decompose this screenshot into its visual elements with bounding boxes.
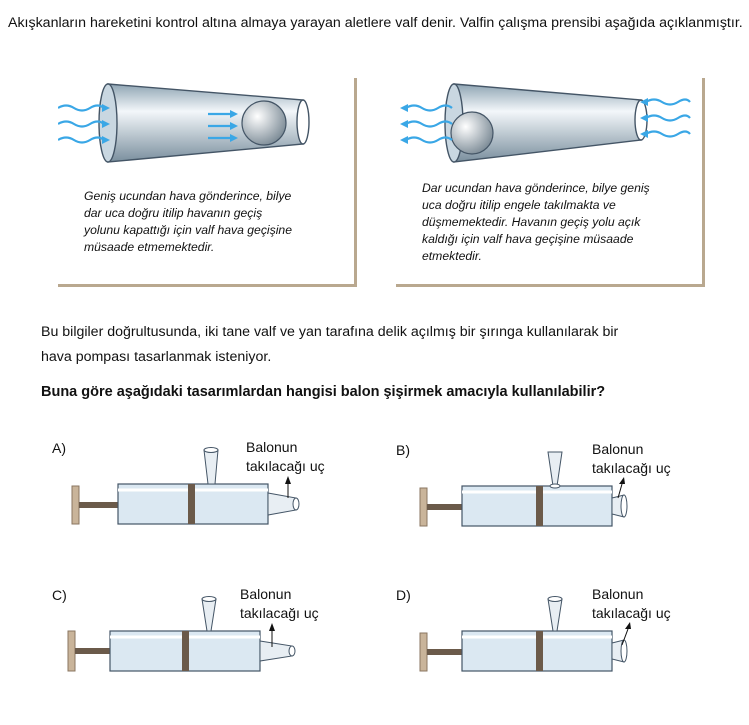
valve-closed-panel: Geniş ucundan hava gönderince, bilye dar… (58, 78, 357, 287)
problem-text-line-1: Bu bilgiler doğrultusunda, iki tane valf… (41, 324, 619, 340)
tip-label: Balonun takılacağı uç (592, 441, 671, 476)
option-d[interactable]: D) Balonun takılacağı uç (396, 585, 736, 725)
valve-closed-caption: Geniş ucundan hava gönderince, bilye dar… (84, 189, 292, 254)
syringe-diagram-c (67, 596, 296, 672)
valve-open-illustration (400, 83, 691, 163)
option-letter: B) (396, 442, 410, 458)
pointer-arrow-icon (285, 476, 291, 484)
pointer-arrow-icon (269, 623, 275, 631)
syringe-diagram-a (71, 447, 300, 525)
valve-open-caption: Dar ucundan hava gönderince, bilye geniş… (422, 181, 650, 263)
tip-label: Balonun takılacağı uç (246, 439, 325, 474)
option-letter: D) (396, 587, 411, 603)
ball-icon (450, 111, 494, 155)
air-arrows-icon (58, 104, 232, 144)
syringe-diagram-b (419, 451, 628, 527)
option-c[interactable]: C) Balonun takılacağı uç (52, 585, 392, 725)
pointer-arrow-icon (619, 477, 625, 484)
tip-label: Balonun takılacağı uç (592, 586, 671, 621)
option-letter: C) (52, 587, 67, 603)
air-arrows-icon (405, 98, 691, 144)
syringe-diagram-d (419, 596, 631, 672)
ball-icon (241, 100, 287, 146)
pointer-arrow-icon (625, 622, 631, 629)
option-b[interactable]: B) Balonun takılacağı uç (396, 440, 736, 580)
question-text: Buna göre aşağıdaki tasarımlardan hangis… (41, 384, 606, 400)
problem-text-line-2: hava pompası tasarlanmak isteniyor. (41, 349, 272, 365)
valve-closed-illustration (58, 83, 310, 163)
valve-open-panel: Dar ucundan hava gönderince, bilye geniş… (396, 78, 705, 287)
intro-text: Akışkanların hareketini kontrol altına a… (8, 15, 743, 31)
option-letter: A) (52, 440, 66, 456)
option-a[interactable]: A) Balonun takılacağı uç (52, 438, 392, 578)
tip-label: Balonun takılacağı uç (240, 586, 319, 621)
